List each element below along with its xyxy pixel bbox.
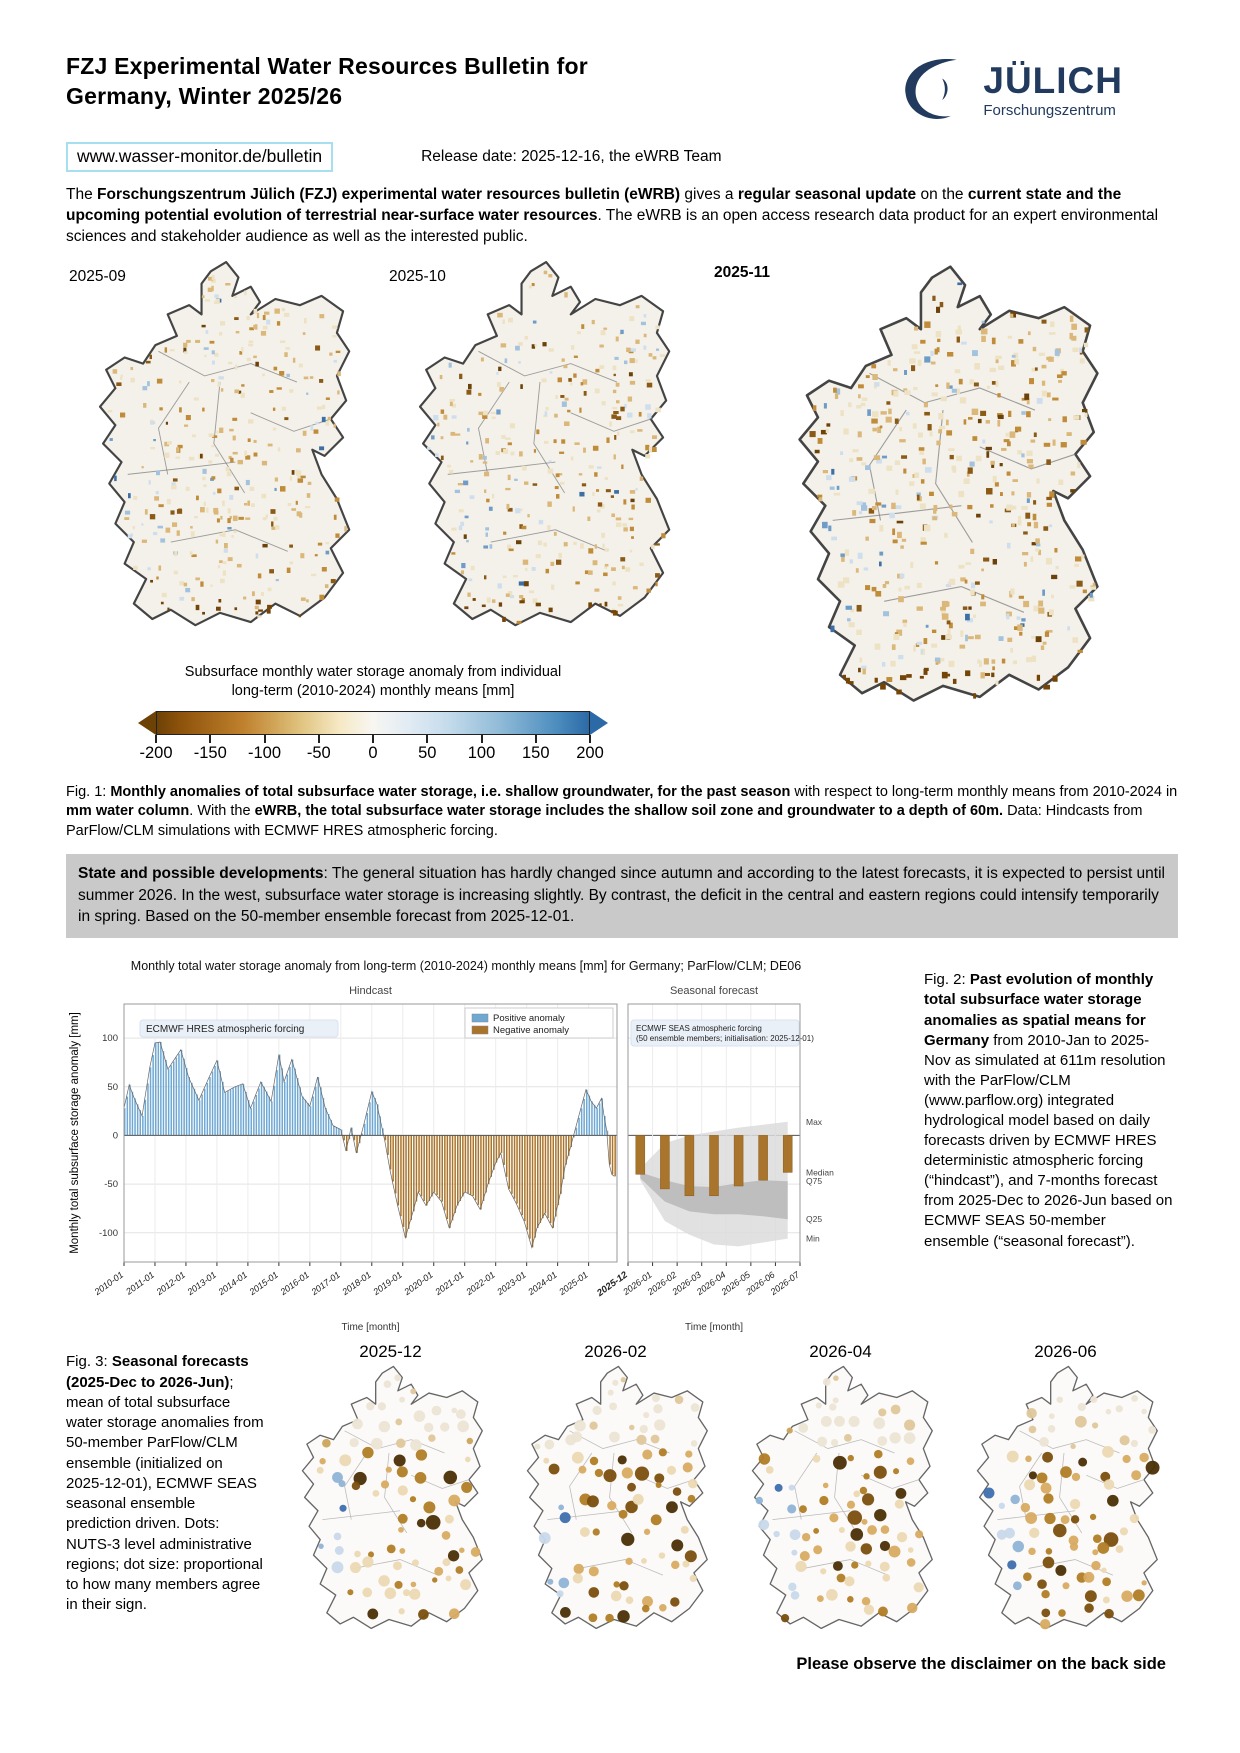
fig2-caption: Fig. 2: Past evolution of monthly total … <box>924 971 1173 1250</box>
svg-text:Time [month]: Time [month] <box>685 1322 743 1333</box>
fig2-chart: Monthly total water storage anomaly from… <box>66 956 914 1338</box>
svg-text:2023-01: 2023-01 <box>494 1270 527 1298</box>
page-title-line1: FZJ Experimental Water Resources Bulleti… <box>66 53 588 79</box>
colorbar-gradient <box>156 710 590 735</box>
juelich-swoosh-icon <box>899 54 971 126</box>
intro-paragraph: The Forschungszentrum Jülich (FZJ) exper… <box>66 186 1159 245</box>
anomaly-map-2025-11: 2025-11 <box>711 259 1154 768</box>
map-label: 2025-09 <box>66 267 129 288</box>
colorbar-ticks: -200 -150 -100 -50 0 50 100 150 200 <box>139 734 604 769</box>
map-label: 2025-10 <box>386 267 449 288</box>
fig3-maps-row: 2025-12 2026-02 2026-04 2026-06 <box>264 1342 1178 1653</box>
svg-text:2024-01: 2024-01 <box>525 1270 558 1298</box>
fig1-left-column: 2025-09 2025-10 Subsurface monthly water… <box>66 259 711 768</box>
svg-text:2020-01: 2020-01 <box>402 1270 435 1298</box>
bulletin-url-link[interactable]: www.wasser-monitor.de/bulletin <box>66 142 334 172</box>
svg-text:(50 ensemble members; initiali: (50 ensemble members; initialisation: 20… <box>636 1034 814 1043</box>
germany-anomaly-map-svg <box>798 265 1099 703</box>
fig3-section: Fig. 3: Seasonal forecasts (2025-Dec to … <box>66 1342 1178 1653</box>
svg-text:2022-01: 2022-01 <box>463 1270 496 1298</box>
anomaly-map-2025-09: 2025-09 <box>66 259 374 659</box>
colorbar-title: Subsurface monthly water storage anomaly… <box>138 663 608 701</box>
germany-forecast-map-svg <box>301 1366 483 1630</box>
svg-text:2025-01: 2025-01 <box>556 1270 589 1298</box>
meta-row: www.wasser-monitor.de/bulletin Release d… <box>66 142 1178 172</box>
map-label: 2025-11 <box>711 263 774 284</box>
svg-text:2019-01: 2019-01 <box>371 1270 404 1298</box>
germany-anomaly-map-svg <box>418 261 671 627</box>
fig2-row: Monthly total water storage anomaly from… <box>66 956 1178 1338</box>
colorbar-title-line2: long-term (2010-2024) monthly means [mm] <box>231 683 515 700</box>
anomaly-map-2025-10: 2025-10 <box>386 259 694 659</box>
colorbar-right-arrow <box>590 710 608 735</box>
svg-text:Seasonal forecast: Seasonal forecast <box>670 985 758 997</box>
germany-anomaly-map-svg <box>98 261 351 627</box>
germany-forecast-map-svg <box>526 1366 708 1630</box>
page-title: FZJ Experimental Water Resources Bulleti… <box>66 52 588 112</box>
map-label: 2026-04 <box>809 1342 872 1362</box>
svg-text:2010-01: 2010-01 <box>92 1270 125 1298</box>
svg-text:Monthly total water storage an: Monthly total water storage anomaly from… <box>131 959 801 973</box>
svg-text:Positive anomaly: Positive anomaly <box>493 1013 565 1024</box>
juelich-logo-text: JÜLICH Forschungszentrum <box>983 62 1123 119</box>
release-date: Release date: 2025-12-16, the eWRB Team <box>421 148 722 165</box>
svg-text:ECMWF HRES atmospheric forcing: ECMWF HRES atmospheric forcing <box>146 1024 304 1035</box>
svg-text:-50: -50 <box>104 1179 118 1190</box>
svg-text:2013-01: 2013-01 <box>185 1270 218 1298</box>
map-label: 2025-12 <box>359 1342 422 1362</box>
state-and-developments-box: State and possible developments: The gen… <box>66 854 1178 939</box>
svg-text:Monthly total subsurface stora: Monthly total subsurface storage anomaly… <box>69 1013 81 1255</box>
fig1-colorbar: Subsurface monthly water storage anomaly… <box>138 663 608 768</box>
svg-text:Hindcast: Hindcast <box>349 985 392 997</box>
colorbar-left-arrow <box>138 710 156 735</box>
juelich-brand: JÜLICH <box>983 59 1123 101</box>
juelich-subtitle: Forschungszentrum <box>983 101 1116 119</box>
anomaly-timeseries-chart: Monthly total water storage anomaly from… <box>69 959 834 1333</box>
map-label: 2026-02 <box>584 1342 647 1362</box>
forecast-map-2026-06: 2026-06 <box>953 1342 1178 1653</box>
svg-text:2017-01: 2017-01 <box>309 1270 342 1298</box>
fig1-caption: Fig. 1: Monthly anomalies of total subsu… <box>66 783 1178 839</box>
svg-text:-100: -100 <box>99 1228 118 1239</box>
svg-text:ECMWF SEAS atmospheric forcing: ECMWF SEAS atmospheric forcing <box>636 1024 762 1033</box>
germany-forecast-map-svg <box>751 1366 933 1630</box>
svg-text:50: 50 <box>107 1082 118 1093</box>
svg-text:Min: Min <box>806 1234 820 1244</box>
svg-text:Max: Max <box>806 1117 823 1127</box>
svg-text:2012-01: 2012-01 <box>154 1270 187 1298</box>
forecast-map-2025-12: 2025-12 <box>278 1342 503 1653</box>
page-title-line2: Germany, Winter 2025/26 <box>66 82 343 109</box>
fig1-maps-row: 2025-09 2025-10 Subsurface monthly water… <box>66 259 1178 768</box>
forecast-map-2026-02: 2026-02 <box>503 1342 728 1653</box>
svg-text:Median: Median <box>806 1168 834 1178</box>
svg-text:100: 100 <box>102 1033 118 1044</box>
svg-text:2021-01: 2021-01 <box>432 1270 465 1298</box>
map-label: 2026-06 <box>1034 1342 1097 1362</box>
svg-text:2014-01: 2014-01 <box>216 1270 249 1298</box>
svg-text:Q75: Q75 <box>806 1177 822 1187</box>
disclaimer-note: Please observe the disclaimer on the bac… <box>796 1655 1166 1674</box>
svg-text:2011-01: 2011-01 <box>123 1270 156 1298</box>
svg-text:Time [month]: Time [month] <box>342 1322 400 1333</box>
svg-text:Negative anomaly: Negative anomaly <box>493 1025 569 1036</box>
juelich-logo: JÜLICH Forschungszentrum <box>899 54 1123 126</box>
forecast-map-2026-04: 2026-04 <box>728 1342 953 1653</box>
svg-text:0: 0 <box>113 1131 118 1142</box>
fig3-caption: Fig. 3: Seasonal forecasts (2025-Dec to … <box>66 1353 264 1614</box>
svg-text:2015-01: 2015-01 <box>247 1270 280 1298</box>
header: FZJ Experimental Water Resources Bulleti… <box>66 52 1178 126</box>
svg-text:2016-01: 2016-01 <box>278 1270 311 1298</box>
svg-text:Q25: Q25 <box>806 1215 822 1225</box>
germany-forecast-map-svg <box>976 1366 1160 1630</box>
colorbar-title-line1: Subsurface monthly water storage anomaly… <box>184 664 562 681</box>
svg-text:2018-01: 2018-01 <box>340 1270 373 1298</box>
